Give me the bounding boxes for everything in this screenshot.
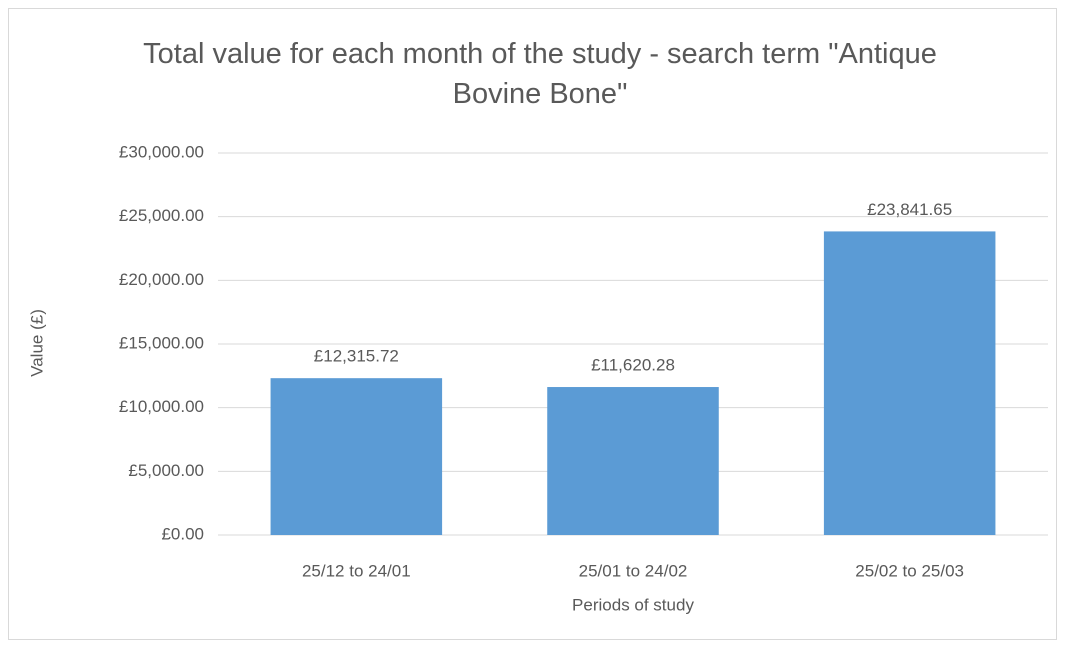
data-label: £12,315.72 — [314, 347, 399, 366]
x-tick-label: 25/12 to 24/01 — [302, 561, 411, 580]
x-axis-title: Periods of study — [572, 595, 694, 614]
chart-border — [8, 8, 1057, 640]
y-tick-label: £15,000.00 — [119, 333, 204, 352]
chart-title: Total value for each month of the study … — [143, 38, 937, 110]
y-tick-label: £10,000.00 — [119, 397, 204, 416]
x-tick-label: 25/02 to 25/03 — [855, 561, 964, 580]
x-tick-label: 25/01 to 24/02 — [579, 561, 688, 580]
y-tick-label: £5,000.00 — [128, 461, 204, 480]
data-label: £11,620.28 — [591, 356, 675, 375]
y-tick-label: £0.00 — [161, 524, 204, 543]
y-tick-label: £30,000.00 — [119, 142, 204, 161]
y-tick-label: £20,000.00 — [119, 270, 204, 289]
bar — [270, 378, 443, 535]
bar — [547, 387, 719, 535]
bar — [823, 231, 996, 535]
data-label: £23,841.65 — [867, 200, 952, 219]
y-axis-title: Value (£) — [27, 309, 46, 377]
y-tick-label: £25,000.00 — [119, 206, 204, 225]
